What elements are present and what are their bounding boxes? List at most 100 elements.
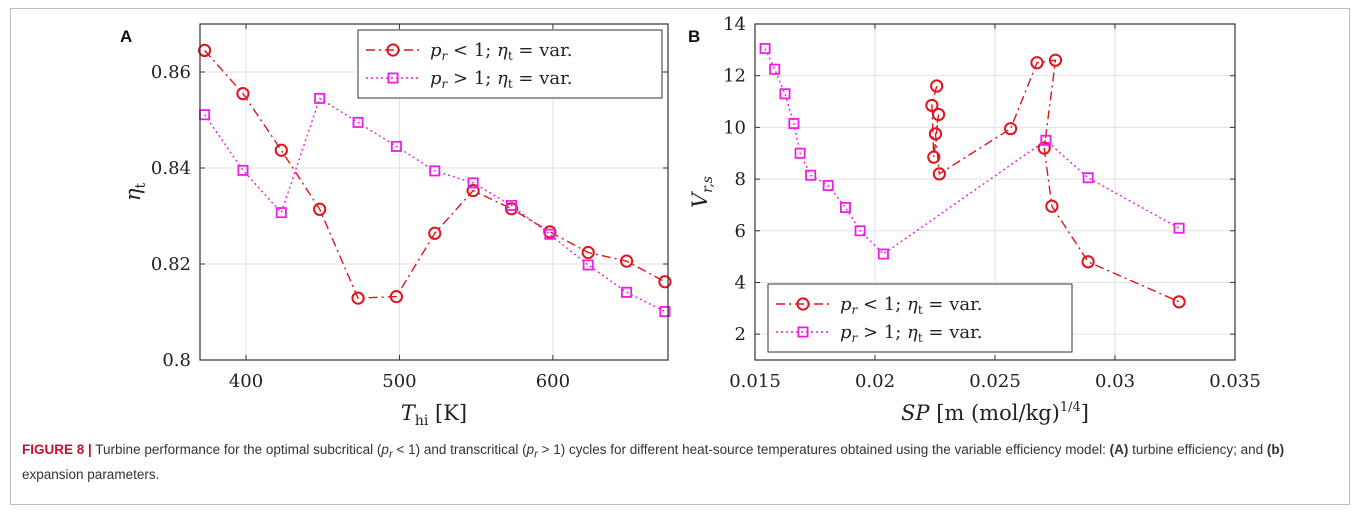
data-point: [788, 118, 800, 130]
legend-label: pr > 1; ηt = var.: [840, 322, 982, 345]
data-point: [504, 202, 519, 216]
y-tick-label: 6: [735, 221, 746, 242]
series-line: [204, 49, 666, 299]
figure-canvas: 400 500 600 0.8 0.82 0.84 0.86 pr < 1; ηt = var…: [120, 14, 1261, 429]
data-point: [930, 79, 944, 93]
chart-panel-b: 0.015 0.02 0.025 0.03 0.035 2 4 6 8 10 12 14 pr < 1;…: [688, 14, 1261, 425]
data-point: [877, 248, 889, 260]
y-tick-label: 12: [723, 66, 746, 87]
figure-caption: FIGURE 8 | Turbine performance for the o…: [22, 440, 1332, 485]
data-point: [582, 259, 594, 271]
y-tick-label: 4: [735, 272, 746, 293]
data-point: [313, 202, 327, 216]
data-point: [928, 127, 943, 141]
data-point: [274, 143, 288, 157]
x-tick-label: 600: [536, 371, 570, 392]
series-line: [764, 48, 1180, 255]
data-point: [314, 92, 326, 104]
data-point: [779, 88, 791, 100]
data-point: [658, 275, 672, 289]
data-point: [1082, 172, 1094, 184]
data-point: [619, 254, 634, 268]
caption-bold-b: (b): [1266, 442, 1285, 457]
legend-label: pr > 1; ηt = var.: [430, 68, 572, 91]
y-tick-label: 2: [735, 324, 746, 345]
y-axis-label: Vr,s: [688, 176, 716, 208]
data-point: [1172, 295, 1186, 309]
data-point: [544, 228, 556, 240]
legend-marker: [797, 326, 809, 338]
x-tick-label: 0.02: [855, 371, 895, 392]
y-tick-label: 8: [735, 169, 746, 190]
caption-subscript-2: r: [534, 448, 538, 461]
caption-text-1: Turbine performance for the optimal subc…: [91, 442, 382, 457]
caption-bold-a: (A): [1109, 442, 1129, 457]
data-point: [805, 169, 817, 181]
data-point: [854, 225, 866, 237]
legend-marker: [386, 43, 400, 57]
caption-symbol-2: p: [526, 442, 535, 457]
data-point: [351, 291, 365, 305]
x-tick-label: 0.03: [1095, 371, 1135, 392]
x-tick-label: 500: [382, 371, 416, 392]
data-point: [236, 87, 250, 101]
data-point: [198, 43, 212, 58]
data-point: [581, 245, 595, 260]
panel-letter: A: [120, 27, 132, 46]
data-point: [543, 225, 557, 239]
caption-text-2: < 1) and transcritical (: [392, 442, 527, 457]
axes-box: [754, 23, 1236, 361]
panel-letter: B: [688, 27, 700, 46]
data-point: [505, 199, 517, 211]
legend-marker: [796, 297, 810, 311]
legend: pr < 1; ηt = var. pr > 1; ηt = var.: [357, 29, 663, 99]
x-tick-label: 0.015: [729, 371, 781, 392]
data-point: [1037, 141, 1051, 155]
series-line: [204, 97, 666, 313]
y-axis-label: ηt: [121, 183, 149, 202]
legend-box: [767, 283, 1073, 353]
data-point: [1048, 53, 1063, 67]
data-point: [429, 165, 441, 177]
data-point: [428, 226, 442, 240]
y-tick-label: 0.82: [151, 254, 191, 275]
legend-label: pr < 1; ηt = var.: [430, 40, 572, 63]
caption-text-5: expansion parameters.: [22, 466, 160, 482]
x-axis-label: Thi [K]: [401, 401, 467, 429]
data-point: [839, 202, 851, 214]
data-point: [1081, 255, 1095, 269]
y-tick-label: 0.8: [162, 350, 191, 371]
data-point: [925, 98, 939, 113]
caption-text-4: turbine efficiency; and: [1128, 442, 1267, 457]
x-tick-label: 0.025: [969, 371, 1021, 392]
data-point: [769, 63, 781, 75]
data-point: [389, 290, 404, 304]
y-tick-label: 0.84: [151, 158, 191, 179]
data-point: [932, 167, 946, 181]
data-point: [275, 207, 287, 219]
legend-box: [357, 29, 663, 99]
data-point: [822, 180, 834, 192]
x-axis-label: SP [m (mol/kg)1/4]: [901, 400, 1089, 425]
data-point: [1030, 56, 1044, 70]
data-point: [466, 183, 480, 198]
axes-box: [199, 23, 669, 361]
legend-marker: [387, 72, 399, 84]
x-tick-label: 0.035: [1209, 371, 1261, 392]
series-line: [931, 59, 1180, 303]
data-point: [621, 286, 633, 298]
data-point: [1040, 134, 1052, 146]
data-point: [927, 150, 941, 164]
data-point: [1173, 222, 1185, 234]
x-tick-label: 400: [229, 371, 263, 392]
y-tick-label: 0.86: [151, 62, 191, 83]
y-tick-label: 14: [723, 14, 746, 35]
caption-symbol-1: p: [381, 442, 389, 457]
data-point: [237, 164, 249, 176]
data-point: [794, 147, 806, 159]
data-point: [467, 177, 479, 189]
legend: pr < 1; ηt = var. pr > 1; ηt = var.: [767, 283, 1073, 353]
series-subcritical: [198, 43, 672, 305]
data-point: [759, 43, 771, 55]
caption-label: FIGURE 8 |: [22, 442, 92, 457]
